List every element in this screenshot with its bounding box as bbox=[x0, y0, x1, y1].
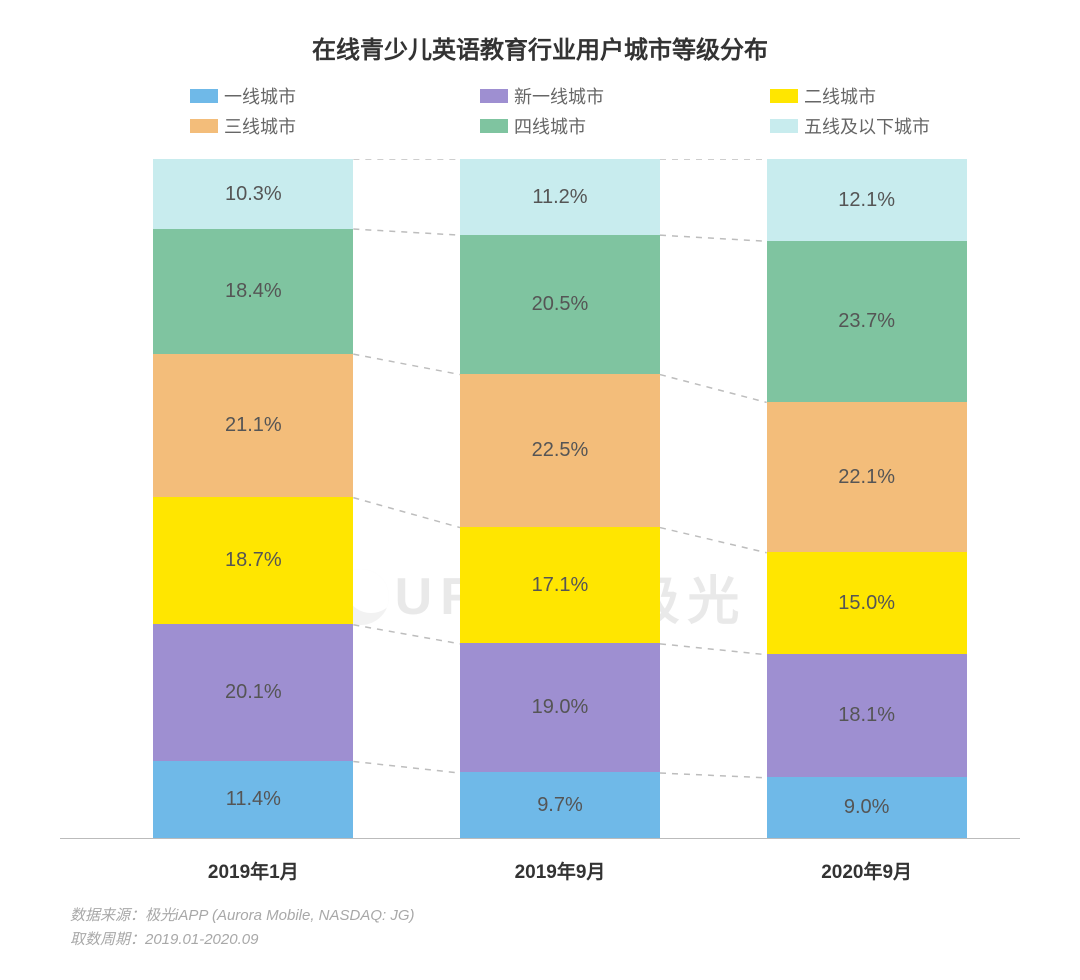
legend-swatch bbox=[770, 119, 798, 133]
legend-swatch bbox=[190, 89, 218, 103]
bar-segment: 10.3% bbox=[153, 159, 353, 229]
legend-label: 四线城市 bbox=[514, 113, 586, 139]
x-axis-labels: 2019年1月 2019年9月 2020年9月 bbox=[60, 857, 1020, 884]
x-axis-label: 2019年9月 bbox=[460, 857, 660, 884]
plot-area: URORA 极光 11.4%20.1%18.7%21.1%18.4%10.3%9… bbox=[60, 159, 1020, 839]
legend-item: 一线城市 bbox=[190, 83, 430, 109]
legend-label: 三线城市 bbox=[224, 113, 296, 139]
legend-swatch bbox=[480, 119, 508, 133]
legend-swatch bbox=[770, 89, 798, 103]
bar-segment: 21.1% bbox=[153, 354, 353, 497]
legend: 一线城市 新一线城市 二线城市三线城市 四线城市 五线及以下城市 bbox=[60, 83, 1020, 139]
legend-swatch bbox=[190, 119, 218, 133]
chart-title: 在线青少儿英语教育行业用户城市等级分布 bbox=[60, 30, 1020, 65]
bar-segment: 9.0% bbox=[767, 777, 967, 838]
legend-label: 新一线城市 bbox=[514, 83, 604, 109]
bar-segment: 20.1% bbox=[153, 624, 353, 760]
bar-segment: 9.7% bbox=[460, 772, 660, 838]
x-axis-label: 2020年9月 bbox=[767, 857, 967, 884]
footer-period: 取数周期：2019.01-2020.09 bbox=[70, 928, 415, 952]
bar: 11.4%20.1%18.7%21.1%18.4%10.3% bbox=[153, 159, 353, 838]
legend-label: 二线城市 bbox=[804, 83, 876, 109]
chart-footer: 数据来源：极光iAPP (Aurora Mobile, NASDAQ: JG) … bbox=[70, 904, 415, 952]
footer-source: 数据来源：极光iAPP (Aurora Mobile, NASDAQ: JG) bbox=[70, 904, 415, 928]
bar-segment: 11.2% bbox=[460, 159, 660, 235]
bar-segment: 15.0% bbox=[767, 552, 967, 654]
legend-item: 三线城市 bbox=[190, 113, 430, 139]
bar-segment: 22.5% bbox=[460, 374, 660, 527]
legend-label: 五线及以下城市 bbox=[804, 113, 930, 139]
bar-segment: 18.7% bbox=[153, 497, 353, 624]
bar-segment: 19.0% bbox=[460, 643, 660, 772]
bars-group: 11.4%20.1%18.7%21.1%18.4%10.3%9.7%19.0%1… bbox=[100, 159, 1020, 838]
legend-swatch bbox=[480, 89, 508, 103]
bar-segment: 22.1% bbox=[767, 402, 967, 552]
legend-item: 四线城市 bbox=[480, 113, 720, 139]
legend-label: 一线城市 bbox=[224, 83, 296, 109]
legend-item: 五线及以下城市 bbox=[770, 113, 1010, 139]
bar-segment: 11.4% bbox=[153, 761, 353, 838]
bar: 9.7%19.0%17.1%22.5%20.5%11.2% bbox=[460, 159, 660, 838]
bar-segment: 18.4% bbox=[153, 229, 353, 354]
bar-segment: 23.7% bbox=[767, 241, 967, 402]
bar-segment: 20.5% bbox=[460, 235, 660, 374]
legend-item: 新一线城市 bbox=[480, 83, 720, 109]
bar-segment: 17.1% bbox=[460, 527, 660, 643]
bar-segment: 12.1% bbox=[767, 159, 967, 241]
legend-item: 二线城市 bbox=[770, 83, 1010, 109]
chart-container: 在线青少儿英语教育行业用户城市等级分布 一线城市 新一线城市 二线城市三线城市 四线城… bbox=[0, 0, 1080, 884]
bar-segment: 18.1% bbox=[767, 654, 967, 777]
x-axis-label: 2019年1月 bbox=[153, 857, 353, 884]
bar: 9.0%18.1%15.0%22.1%23.7%12.1% bbox=[767, 159, 967, 838]
